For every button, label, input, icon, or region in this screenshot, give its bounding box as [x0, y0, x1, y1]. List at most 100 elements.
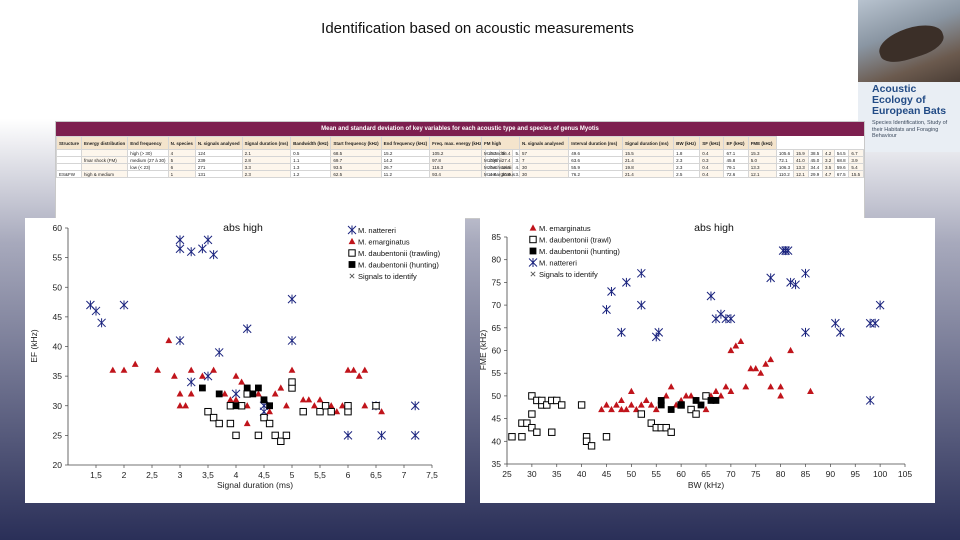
y-axis-label: EF (kHz)	[29, 329, 39, 363]
y-tick-label: 45	[53, 312, 63, 322]
data-point	[647, 401, 655, 408]
table-cell: 72.1	[775, 156, 795, 164]
table-cell: 45.8	[723, 156, 749, 164]
table-cell: 93.4	[429, 170, 486, 178]
table-cell: 15.9	[793, 149, 809, 157]
table-cell: 79.1	[723, 163, 749, 171]
table-cell: 29.9	[807, 170, 823, 178]
x-tick-label: 65	[701, 469, 711, 479]
data-point	[215, 390, 223, 398]
data-point	[747, 365, 755, 372]
legend-label: M. emarginatus	[358, 238, 410, 247]
data-point	[378, 408, 385, 415]
table-cell: 15.5	[848, 170, 864, 178]
table-cell: 21.4	[622, 156, 675, 164]
data-point	[119, 300, 129, 310]
y-tick-label: 70	[492, 300, 502, 310]
table-row: M. bechsteinii 30 55.9 19.8 2.3 0.4 79.1 13.3 10…	[481, 163, 864, 171]
data-point	[801, 327, 810, 337]
data-point	[327, 402, 335, 409]
data-point	[742, 383, 750, 390]
table-header-cell: SF (kHz)	[699, 136, 725, 150]
table-cell: 54.5	[833, 149, 850, 157]
table-cell: 67.5	[833, 170, 850, 178]
chart-legend: M. nattereri M. emarginatus M. daubentonii…	[347, 225, 441, 281]
chart-legend: M. emarginatus M. daubentonii (trawl) M. d…	[528, 224, 620, 279]
x-tick-label: 70	[726, 469, 736, 479]
data-point	[654, 327, 664, 337]
legend-label: M. nattereri	[539, 259, 577, 268]
legend-marker	[530, 271, 536, 277]
data-point	[120, 366, 128, 373]
table-row: M. emarginatus 30 76.2 21.4 2.5 0.4 72.6 12.1 11…	[481, 170, 864, 178]
data-point	[210, 366, 217, 373]
legend-label: M. emarginatus	[539, 224, 591, 233]
data-point	[282, 431, 291, 440]
data-point	[187, 390, 195, 397]
data-point	[209, 413, 218, 422]
data-point	[305, 396, 313, 403]
data-point	[333, 408, 341, 415]
data-point	[321, 402, 330, 410]
data-point	[533, 428, 541, 436]
table-cell: 5	[167, 156, 196, 164]
table-cell: 97.8	[429, 156, 486, 164]
x-tick-label: 90	[826, 469, 836, 479]
y-axis-label: FME (kHz)	[480, 330, 488, 371]
data-point	[865, 395, 875, 405]
y-tick-label: 40	[53, 342, 63, 352]
x-tick-label: 75	[751, 469, 761, 479]
table-header-cell: BW (kHz)	[673, 136, 701, 150]
y-tick-label: 60	[492, 346, 502, 356]
data-point	[523, 419, 531, 427]
x-tick-label: 55	[652, 469, 662, 479]
x-tick-label: 3	[178, 470, 183, 480]
data-point	[355, 372, 363, 379]
legend-marker	[348, 237, 356, 245]
table-cell: 11.2	[380, 170, 431, 178]
data-point	[830, 318, 840, 328]
x-tick-label: 100	[873, 469, 887, 479]
bat-photo	[858, 0, 960, 82]
table-cell: 0.4	[699, 163, 725, 171]
x-tick-label: 35	[552, 469, 562, 479]
x-tick-label: 80	[776, 469, 786, 479]
y-tick-label: 25	[53, 430, 63, 440]
table-cell: 1.2	[290, 170, 332, 178]
y-tick-label: 20	[53, 460, 63, 470]
table-cell: 67.1	[723, 149, 749, 157]
table-cell: 3.3	[241, 163, 292, 171]
data-point	[271, 431, 279, 440]
x-tick-label: 2,5	[146, 470, 158, 480]
data-point	[171, 372, 178, 379]
data-point	[131, 360, 139, 367]
data-point	[767, 355, 775, 363]
table-cell	[56, 149, 83, 157]
y-tick-label: 55	[492, 368, 502, 378]
table-row: low (< 23) 6 271 3.3 1.3 93.5 26.7 116.3 25.6 18.…	[56, 163, 553, 171]
table-cell: 2.1	[241, 149, 292, 157]
data-point	[226, 419, 235, 428]
x-tick-label: 85	[801, 469, 811, 479]
series-m-daubentonii-trawling-	[204, 378, 380, 446]
data-point	[260, 413, 268, 422]
data-point	[667, 406, 675, 413]
data-point	[548, 428, 556, 436]
data-point	[372, 402, 380, 410]
data-point	[543, 401, 551, 409]
data-point	[707, 397, 715, 404]
table-cell: 19.8	[622, 163, 675, 171]
table-header-cell: End frequency	[127, 136, 169, 150]
data-point	[227, 396, 234, 403]
y-tick-label: 50	[53, 282, 63, 292]
data-point	[344, 402, 352, 410]
data-point	[657, 401, 665, 409]
y-tick-label: 60	[53, 223, 63, 233]
legend-label: M. daubentonii (hunting)	[358, 261, 439, 270]
data-point	[311, 402, 318, 409]
myotis-table: Mean and standard deviation of key varia…	[55, 121, 865, 219]
table-cell: 21.4	[622, 170, 675, 178]
x-tick-label: 40	[577, 469, 587, 479]
x-tick-label: 7	[402, 470, 407, 480]
data-point	[652, 405, 660, 413]
